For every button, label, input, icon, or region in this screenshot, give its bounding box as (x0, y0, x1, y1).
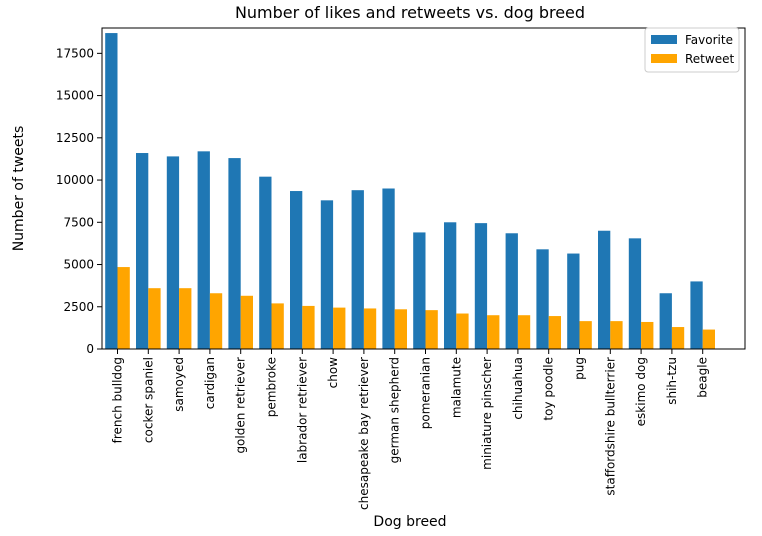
retweet-bar-beagle (702, 329, 715, 349)
favorite-bar-golden-retriever (228, 158, 241, 349)
x-tick-label: beagle (696, 357, 710, 398)
x-tick-label: chow (326, 357, 340, 389)
favorite-bar-labrador-retriever (290, 191, 303, 349)
x-tick-label: miniature pinscher (480, 357, 494, 470)
y-tick-label: 15000 (56, 89, 94, 103)
legend-swatch-retweet (651, 54, 677, 63)
y-tick-label: 2500 (63, 300, 94, 314)
legend-label-favorite: Favorite (685, 33, 733, 47)
y-tick-label: 0 (86, 342, 94, 356)
legend-swatch-favorite (651, 35, 677, 44)
retweet-bar-cardigan (209, 293, 223, 349)
x-tick-label: shih-tzu (665, 357, 679, 405)
retweet-bar-chihuahua (517, 315, 531, 349)
favorite-bar-french-bulldog (105, 33, 118, 349)
favorite-bar-shih-tzu (659, 293, 672, 349)
favorite-bar-toy-poodle (536, 249, 549, 349)
x-axis: french bulldog cocker spaniel samoyed cardi… (111, 349, 710, 510)
retweet-bar-toy-poodle (548, 316, 561, 349)
favorite-bar-malamute (444, 222, 457, 349)
x-tick-label: cocker spaniel (141, 357, 155, 443)
legend: Favorite Retweet (644, 27, 740, 73)
x-axis-title: Dog breed (373, 514, 446, 530)
y-tick-label: 7500 (63, 215, 94, 229)
favorite-bar-pomeranian (413, 232, 426, 349)
favorite-bar-samoyed (166, 156, 180, 349)
x-tick-label: golden retriever (234, 357, 248, 454)
chart-title: Number of likes and retweets vs. dog bre… (235, 3, 585, 22)
retweet-bar-eskimo-dog (641, 321, 654, 349)
retweet-bar-labrador-retriever (302, 305, 315, 349)
favorite-bar-chow (320, 200, 334, 349)
x-tick-label: pomeranian (419, 357, 433, 429)
retweet-bar-chesapeake-bay-retriever (363, 308, 377, 349)
favorite-bar-chihuahua (505, 233, 518, 349)
plot-frame (101, 27, 746, 350)
favorite-bar-beagle (690, 281, 703, 349)
retweet-bar-cocker-spaniel (148, 288, 161, 349)
x-tick-label: labrador retriever (295, 357, 309, 463)
y-tick-label: 12500 (56, 131, 94, 145)
y-tick-label: 10000 (56, 173, 94, 187)
retweet-bar-german-shepherd (394, 309, 407, 349)
x-tick-label: french bulldog (111, 357, 125, 443)
retweet-bar-pug (579, 321, 592, 349)
x-tick-label: pembroke (265, 357, 279, 417)
y-axis: 0 2500 5000 7500 10000 12500 15000 17500 (56, 46, 102, 356)
legend-label-retweet: Retweet (685, 52, 734, 66)
x-tick-label: chihuahua (511, 357, 525, 420)
retweet-bar-shih-tzu (671, 327, 685, 349)
x-tick-label: malamute (449, 357, 463, 418)
favorite-bar-miniature-pinscher (474, 223, 488, 349)
favorite-bar-cocker-spaniel (136, 153, 149, 349)
bars-group (105, 33, 715, 349)
favorite-bar-german-shepherd (382, 188, 395, 349)
x-tick-label: toy poodle (542, 357, 556, 421)
x-tick-label: chesapeake bay retriever (357, 357, 371, 510)
retweet-bar-miniature-pinscher (487, 315, 500, 349)
favorite-bar-pembroke (259, 176, 272, 349)
retweet-bar-pomeranian (425, 310, 438, 349)
x-tick-label: pug (573, 357, 587, 380)
retweet-bar-pembroke (271, 303, 284, 349)
x-tick-label: cardigan (203, 357, 217, 409)
retweet-bar-golden-retriever (240, 295, 253, 349)
favorite-bar-chesapeake-bay-retriever (351, 190, 364, 349)
x-tick-label: eskimo dog (634, 357, 648, 426)
retweet-bar-staffordshire-bullterrier (610, 321, 623, 349)
favorite-bar-cardigan (197, 151, 210, 349)
x-tick-label: samoyed (172, 357, 186, 412)
favorite-bar-eskimo-dog (628, 238, 642, 349)
favorite-bar-staffordshire-bullterrier (598, 230, 611, 349)
x-tick-label: staffordshire bullterrier (603, 357, 617, 496)
y-axis-title: Number of tweets (11, 126, 27, 252)
y-tick-label: 17500 (56, 46, 94, 60)
retweet-bar-malamute (456, 313, 469, 349)
y-tick-label: 5000 (63, 258, 94, 272)
retweet-bar-samoyed (179, 288, 192, 349)
x-tick-label: german shepherd (388, 357, 402, 463)
retweet-bar-chow (333, 307, 346, 349)
retweet-bar-french-bulldog (117, 267, 130, 349)
favorite-bar-pug (567, 253, 580, 349)
